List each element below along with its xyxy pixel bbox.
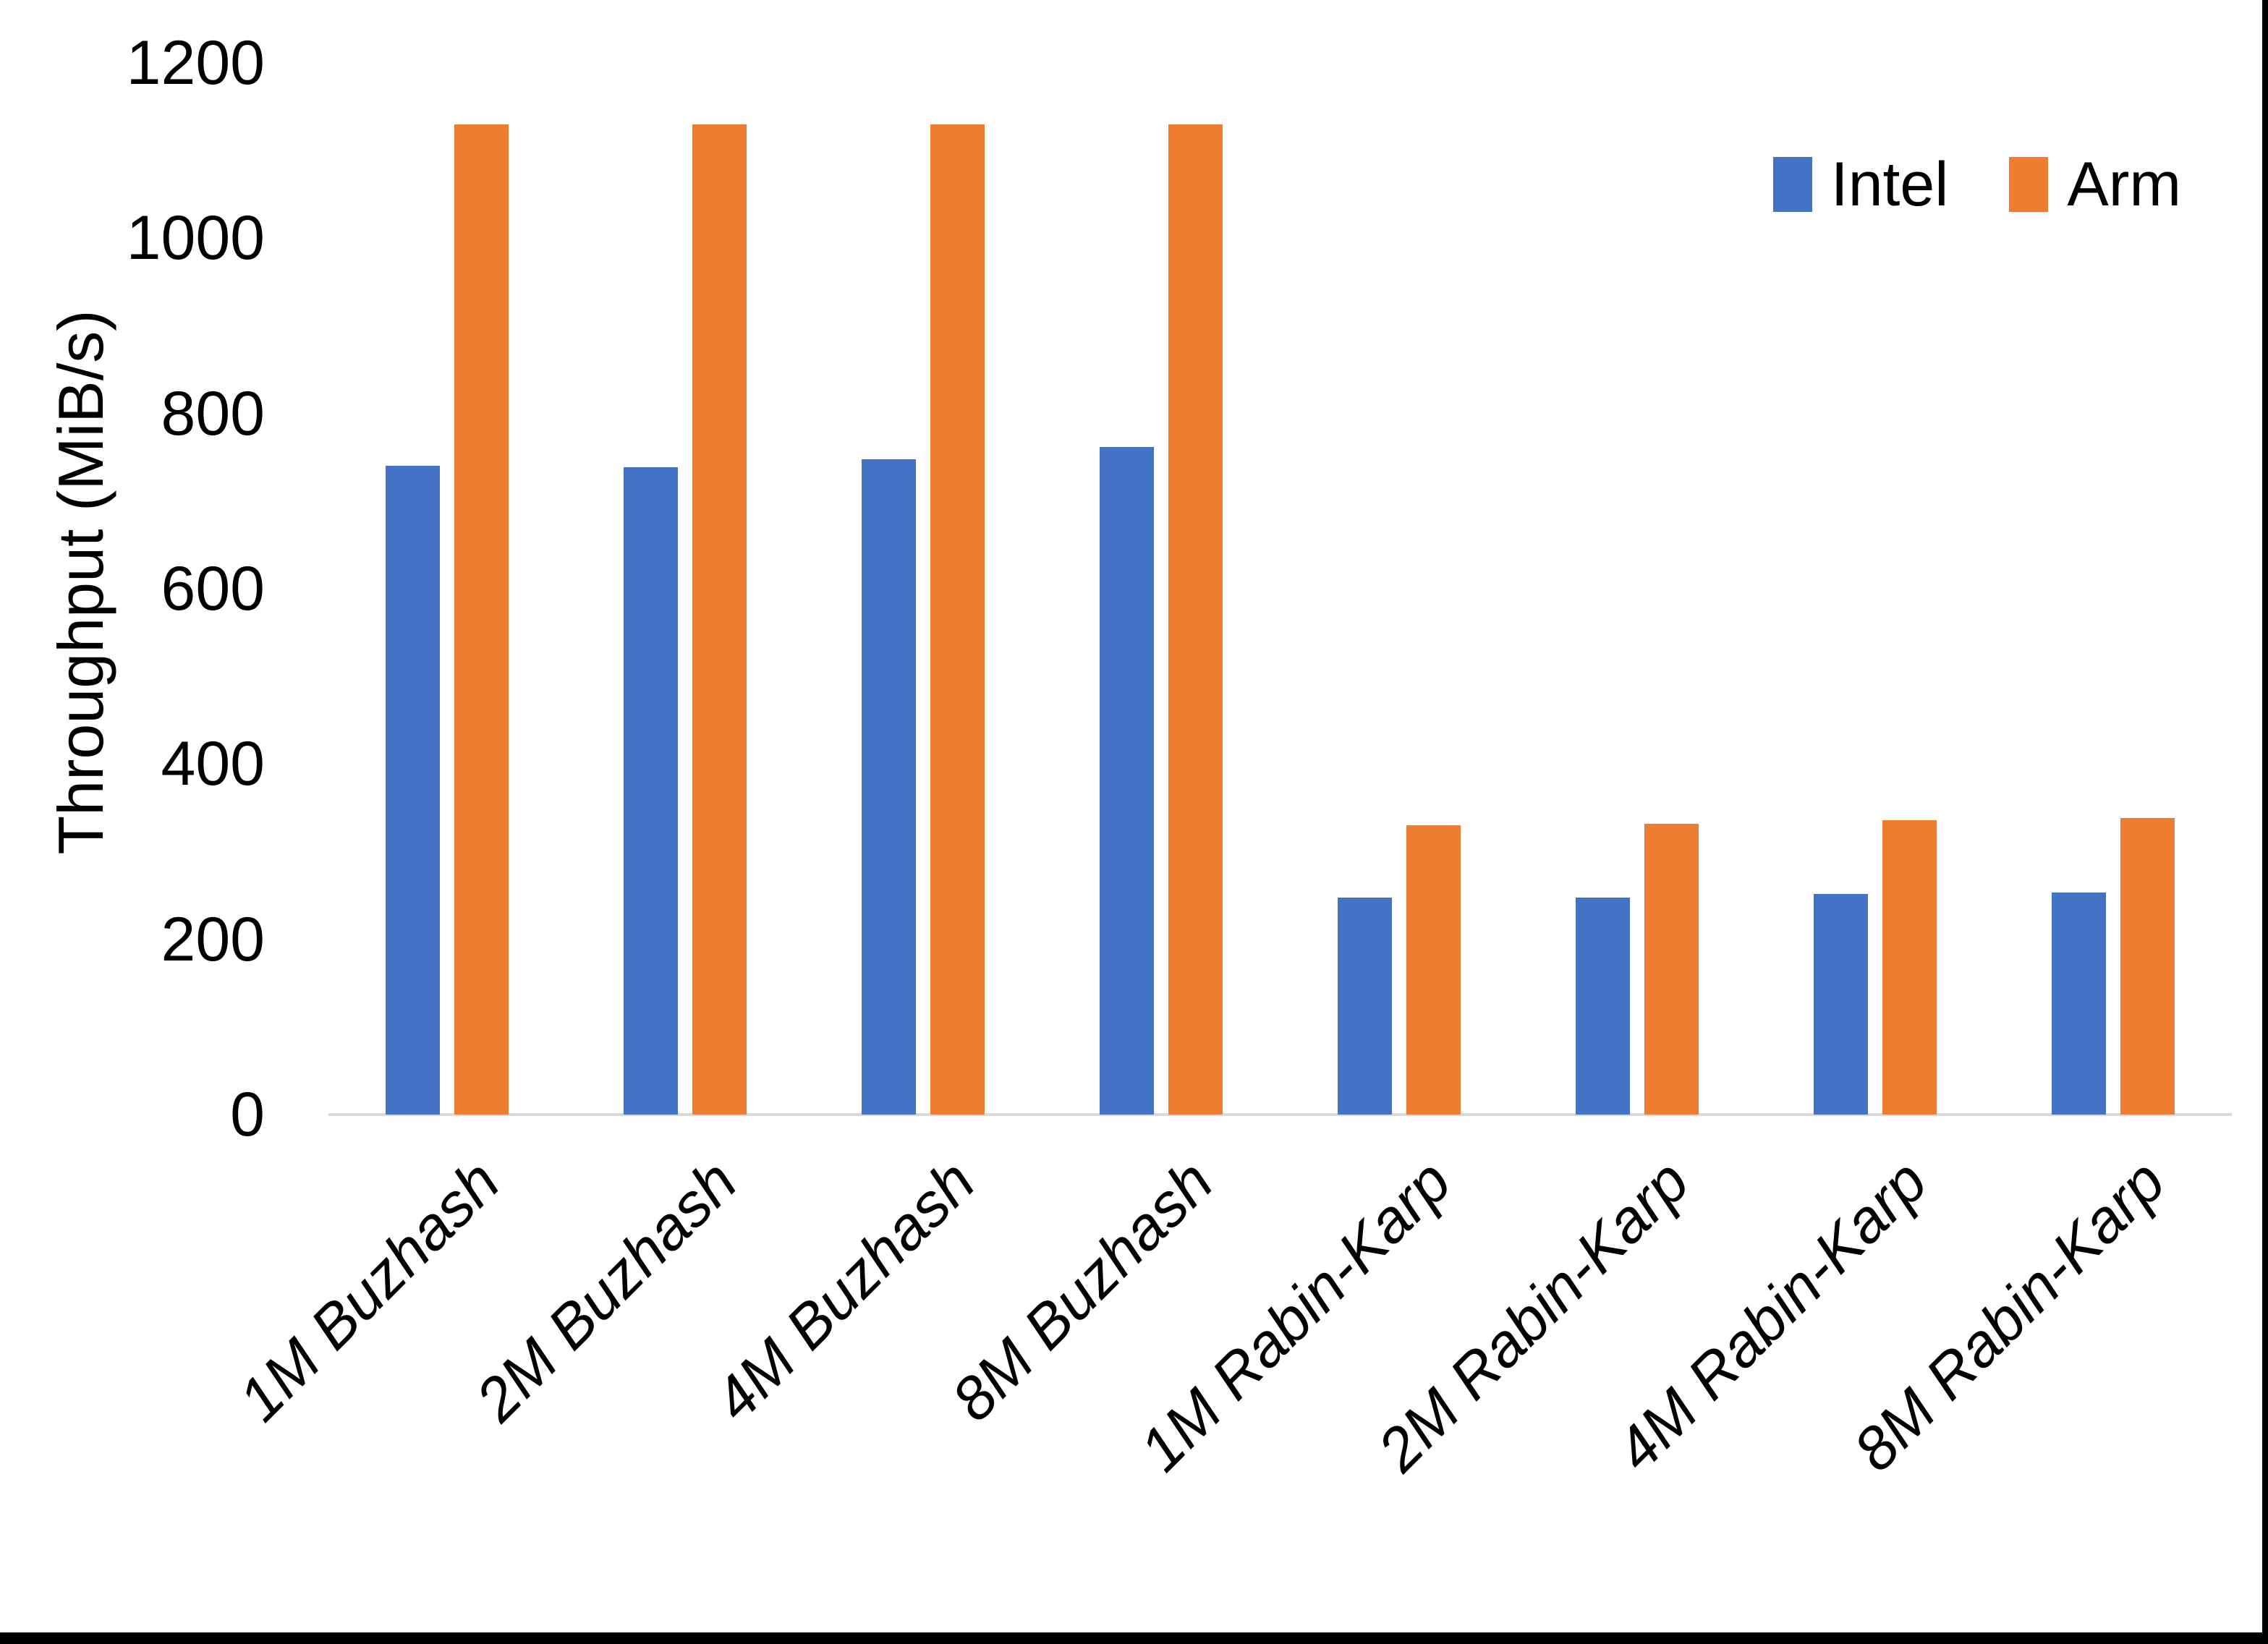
bar-intel-2m-buzhash bbox=[624, 467, 679, 1115]
bar-intel-1m-buzhash bbox=[386, 466, 441, 1115]
bar-intel-2m-rabin-karp bbox=[1575, 898, 1630, 1115]
legend: Intel Arm bbox=[1772, 148, 2181, 221]
x-axis-line bbox=[328, 1113, 2232, 1116]
y-axis-tick-label: 1000 bbox=[126, 203, 265, 273]
bar-arm-4m-rabin-karp bbox=[1882, 820, 1937, 1115]
legend-label: Arm bbox=[2067, 150, 2181, 219]
bar-intel-4m-buzhash bbox=[862, 459, 917, 1115]
bar-arm-8m-buzhash bbox=[1168, 124, 1223, 1115]
y-axis-tick-label: 400 bbox=[161, 729, 266, 799]
legend-label: Intel bbox=[1830, 150, 1949, 219]
bar-arm-1m-buzhash bbox=[454, 124, 509, 1115]
y-axis-tick-label: 0 bbox=[230, 1080, 265, 1149]
bar-arm-1m-rabin-karp bbox=[1406, 825, 1461, 1115]
legend-swatch-intel bbox=[1772, 157, 1812, 212]
bar-intel-8m-buzhash bbox=[1100, 447, 1155, 1115]
legend-swatch-arm bbox=[2009, 157, 2049, 212]
y-axis-tick-label: 800 bbox=[161, 378, 266, 448]
legend-item-intel: Intel bbox=[1772, 148, 1949, 221]
bar-arm-2m-rabin-karp bbox=[1644, 824, 1699, 1115]
y-axis-tick-label: 200 bbox=[161, 904, 266, 974]
y-axis-tick-label: 600 bbox=[161, 554, 266, 623]
bar-arm-2m-buzhash bbox=[692, 124, 747, 1115]
y-axis-tick-label: 1200 bbox=[126, 28, 265, 98]
plot-area bbox=[328, 63, 2232, 1116]
bar-arm-4m-buzhash bbox=[930, 124, 985, 1115]
bar-intel-4m-rabin-karp bbox=[1813, 894, 1868, 1115]
bar-intel-8m-rabin-karp bbox=[2051, 893, 2106, 1115]
legend-item-arm: Arm bbox=[2009, 148, 2181, 221]
bar-arm-8m-rabin-karp bbox=[2120, 818, 2175, 1115]
bar-intel-1m-rabin-karp bbox=[1337, 898, 1392, 1115]
